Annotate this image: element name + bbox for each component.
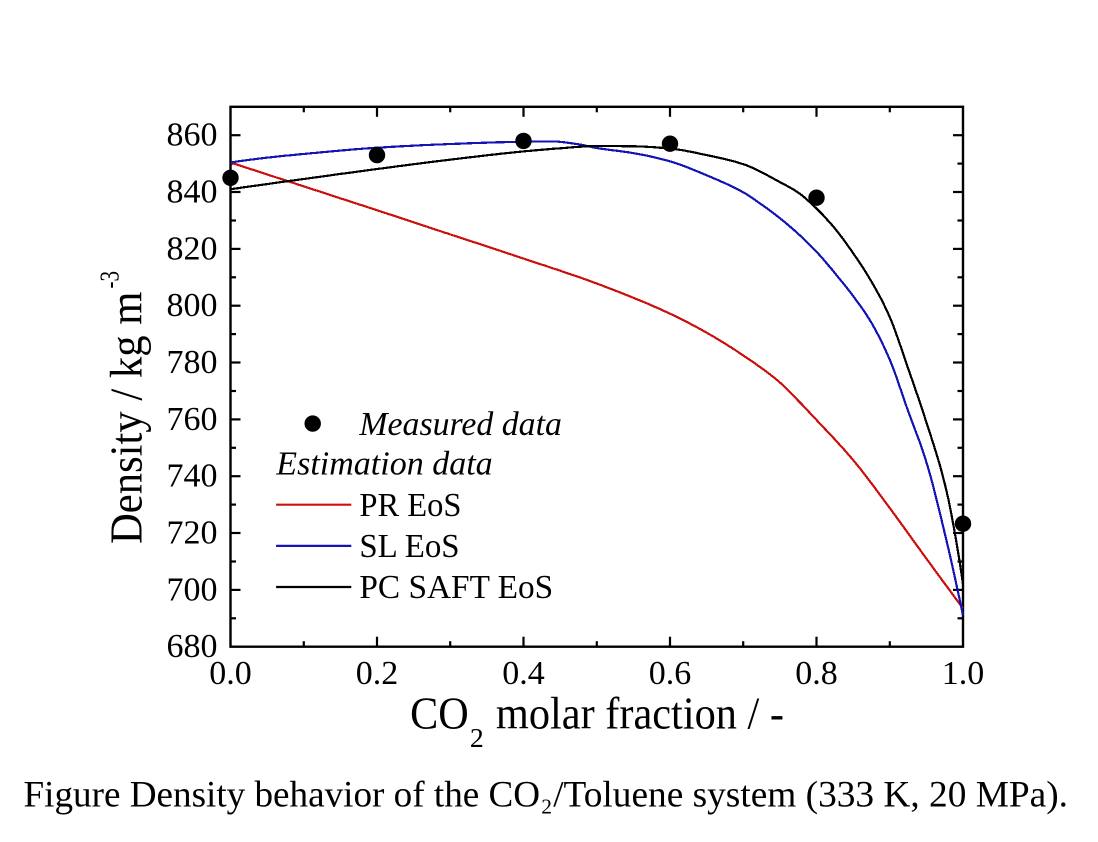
svg-text:Measured data: Measured data xyxy=(358,406,561,443)
svg-text:680: 680 xyxy=(167,628,218,665)
svg-text:800: 800 xyxy=(167,287,218,324)
svg-text:Density / kg m: Density / kg m xyxy=(101,291,152,544)
svg-text:/Toluene system (333 K, 20 MPa: /Toluene system (333 K, 20 MPa). xyxy=(553,775,1068,816)
svg-text:molar fraction / -: molar fraction / - xyxy=(496,687,784,738)
svg-text:780: 780 xyxy=(167,344,218,381)
svg-text:720: 720 xyxy=(167,515,218,552)
svg-text:0.4: 0.4 xyxy=(502,655,545,692)
svg-text:Estimation data: Estimation data xyxy=(275,446,492,483)
svg-text:CO: CO xyxy=(410,687,469,738)
svg-text:SL EoS: SL EoS xyxy=(359,528,459,565)
svg-text:1.0: 1.0 xyxy=(942,655,985,692)
svg-text:2: 2 xyxy=(470,723,484,754)
svg-text:PC SAFT EoS: PC SAFT EoS xyxy=(359,569,553,606)
svg-text:740: 740 xyxy=(167,458,218,495)
svg-text:2: 2 xyxy=(541,795,552,819)
svg-text:820: 820 xyxy=(167,230,218,267)
svg-text:0.6: 0.6 xyxy=(649,655,692,692)
svg-text:0.0: 0.0 xyxy=(209,655,252,692)
svg-text:700: 700 xyxy=(167,571,218,608)
svg-text:840: 840 xyxy=(167,174,218,211)
svg-text:0.8: 0.8 xyxy=(795,655,838,692)
svg-text:860: 860 xyxy=(167,117,218,154)
svg-text:760: 760 xyxy=(167,401,218,438)
svg-text:0.2: 0.2 xyxy=(356,655,399,692)
svg-text:-3: -3 xyxy=(95,271,125,289)
svg-text:Figure Density behavior of the: Figure Density behavior of the CO xyxy=(24,775,541,816)
svg-text:PR EoS: PR EoS xyxy=(359,487,461,524)
